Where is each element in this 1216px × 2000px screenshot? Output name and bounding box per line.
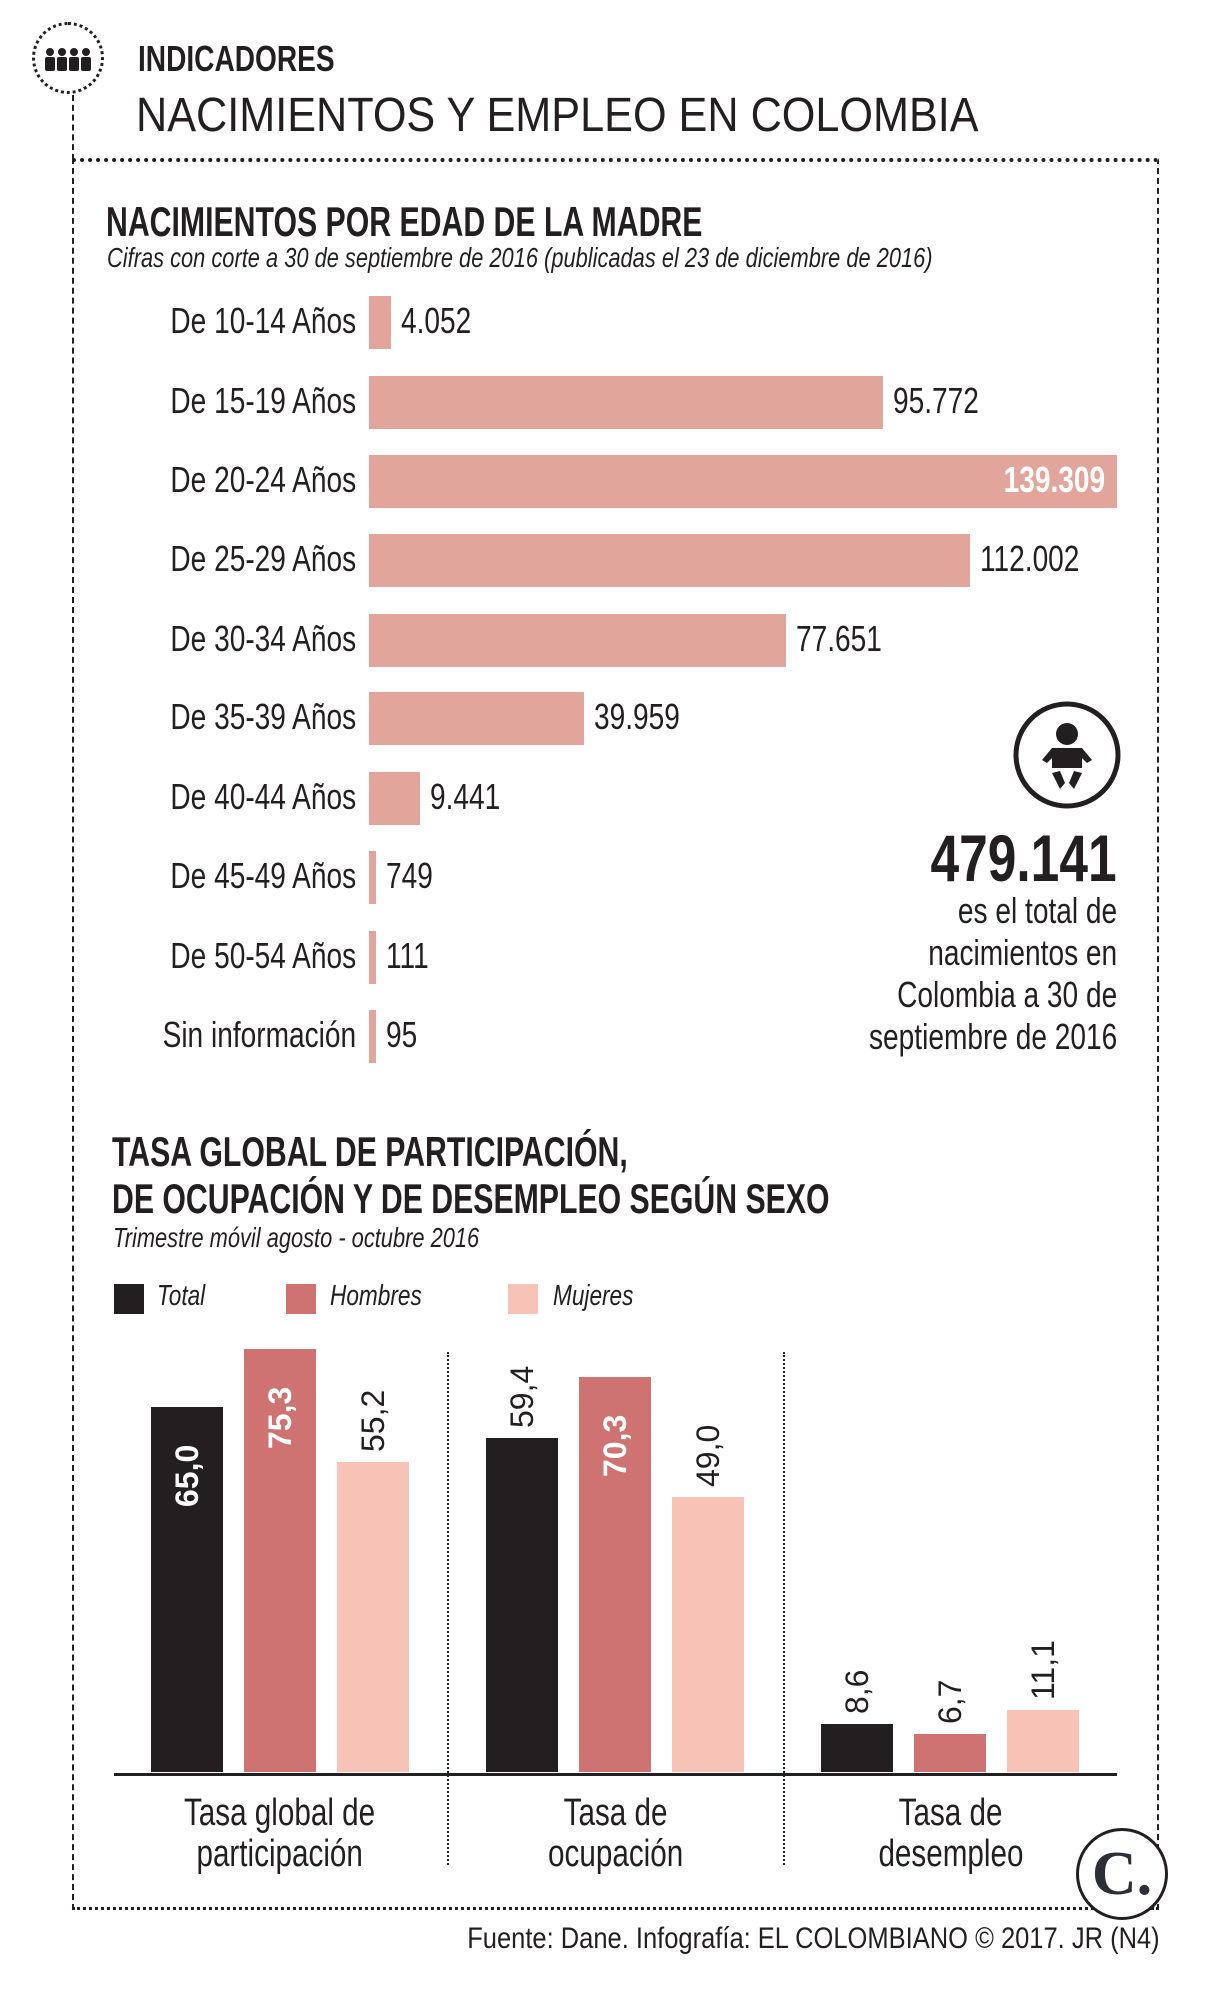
bar-value-label: 6,7 xyxy=(932,1679,968,1725)
bar-label: De 15-19 Años xyxy=(170,380,356,421)
x-axis-baseline xyxy=(114,1773,1117,1776)
legend-swatch-total xyxy=(114,1284,144,1314)
bar-label: De 45-49 Años xyxy=(170,855,356,896)
bar-mujeres xyxy=(672,1496,744,1772)
decorative-stem xyxy=(72,95,74,160)
legend-label-total: Total xyxy=(157,1280,206,1312)
bar xyxy=(369,454,1117,508)
legend-label-mujeres: Mujeres xyxy=(553,1280,634,1312)
births-chart-subtitle: Cifras con corte a 30 de septiembre de 2… xyxy=(107,242,933,273)
page-title: NACIMIENTOS Y EMPLEO EN COLOMBIA xyxy=(136,88,1072,143)
bar-value-label: 9.441 xyxy=(429,776,500,817)
bar-label: De 20-24 Años xyxy=(170,459,356,500)
bar-total xyxy=(821,1723,893,1772)
bar xyxy=(369,533,971,587)
bar-value-label: 11,1 xyxy=(1025,1639,1061,1700)
bar-hombres xyxy=(914,1734,986,1772)
legend-swatch-mujeres xyxy=(508,1284,538,1314)
bar-value-label: 749 xyxy=(386,855,433,896)
el-colombiano-logo: C. xyxy=(1076,1828,1168,1920)
employment-chart-title: TASA GLOBAL DE PARTICIPACIÓN, DE OCUPACI… xyxy=(112,1128,830,1222)
bar xyxy=(369,295,391,349)
caption-line: es el total de xyxy=(957,890,1117,931)
page-title-text: NACIMIENTOS Y EMPLEO EN COLOMBIA xyxy=(136,89,979,142)
bar xyxy=(369,691,584,745)
group-separator xyxy=(783,1352,785,1865)
kicker: INDICADORES xyxy=(138,38,390,80)
bar-mujeres xyxy=(1007,1709,1079,1772)
bar xyxy=(369,375,884,429)
bar-hombres xyxy=(579,1376,651,1772)
bar xyxy=(369,613,786,667)
bar xyxy=(369,930,376,984)
bar-value-label: 39.959 xyxy=(593,696,680,737)
kicker-text: INDICADORES xyxy=(138,38,335,79)
bar-label: De 25-29 Años xyxy=(170,538,356,579)
caption-line: nacimientos en xyxy=(928,932,1117,973)
bar-total xyxy=(151,1406,223,1772)
bar-total xyxy=(486,1438,558,1772)
births-total: 479.141 xyxy=(930,821,1117,895)
bar-label: De 50-54 Años xyxy=(170,935,356,976)
bar-value-label: 8,6 xyxy=(839,1669,875,1714)
bar xyxy=(369,1009,376,1063)
bar-value-label: 77.651 xyxy=(795,618,882,659)
bar-value-label: 95 xyxy=(386,1014,418,1055)
births-total-caption: es el total de nacimientos en Colombia a… xyxy=(799,890,1117,1058)
source-footer: Fuente: Dane. Infografía: EL COLOMBIANO … xyxy=(467,1922,1160,1955)
group-separator xyxy=(447,1352,449,1865)
bar-hombres xyxy=(244,1348,316,1772)
caption-line: Colombia a 30 de xyxy=(896,974,1117,1015)
category-label: Tasa de desempleo xyxy=(878,1792,1024,1875)
baby-icon xyxy=(1012,700,1122,810)
people-group-icon xyxy=(32,22,104,94)
content-frame xyxy=(72,158,1159,1910)
bar-label: De 40-44 Años xyxy=(170,776,356,817)
category-label: Tasa global de participación xyxy=(184,1792,376,1875)
bar xyxy=(369,850,376,904)
bar-value-label: 111 xyxy=(386,935,429,976)
bar-value-label: 70,3 xyxy=(597,1414,633,1477)
bar-value-label: 4.052 xyxy=(400,300,472,341)
bar-value-label: 55,2 xyxy=(355,1389,391,1452)
bar-label: Sin información xyxy=(162,1014,356,1055)
employment-chart-subtitle: Trimestre móvil agosto - octubre 2016 xyxy=(113,1222,480,1253)
bar-value-label: 65,0 xyxy=(169,1444,205,1507)
bar-label: De 35-39 Años xyxy=(170,696,356,737)
legend-label-hombres: Hombres xyxy=(330,1280,422,1312)
births-chart-title: NACIMIENTOS POR EDAD DE LA MADRE xyxy=(106,198,703,245)
caption-line: septiembre de 2016 xyxy=(868,1016,1117,1057)
bar-value-label: 59,4 xyxy=(504,1365,540,1429)
bar-label: De 10-14 Años xyxy=(170,300,356,341)
bar-value-label: 112.002 xyxy=(980,538,1080,579)
bar xyxy=(369,771,420,825)
bar-value-label: 95.772 xyxy=(893,380,980,421)
legend-swatch-hombres xyxy=(286,1284,316,1314)
category-label: Tasa de ocupación xyxy=(548,1792,684,1875)
bar-value-label: 49,0 xyxy=(690,1424,726,1487)
bar-label: De 30-34 Años xyxy=(170,618,356,659)
bar-mujeres xyxy=(337,1461,409,1772)
bar-value-label: 75,3 xyxy=(262,1386,298,1449)
